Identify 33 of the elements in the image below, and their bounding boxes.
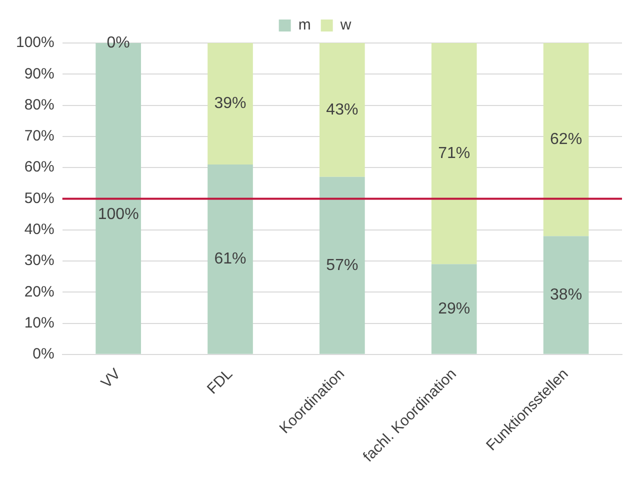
bar	[320, 43, 365, 177]
bar	[431, 43, 477, 264]
y-tick-label: 90%	[24, 65, 54, 82]
bar	[543, 236, 589, 354]
data-label: 43%	[326, 101, 358, 118]
data-label: 0%	[106, 34, 130, 52]
data-label: 38%	[550, 286, 582, 304]
data-label: 100%	[98, 206, 139, 224]
data-label: 57%	[326, 256, 358, 274]
data-label: 39%	[214, 95, 246, 112]
bar	[431, 264, 477, 354]
y-tick-label: 80%	[24, 96, 54, 114]
y-tick-label: 60%	[24, 158, 54, 176]
bar	[208, 43, 253, 164]
bar	[543, 43, 589, 236]
y-tick-label: 30%	[24, 252, 54, 270]
y-tick-label: 0%	[32, 346, 54, 363]
x-tick-label: FDL	[204, 366, 236, 398]
y-tick-label: 20%	[24, 283, 54, 300]
y-tick-label: 10%	[24, 314, 54, 332]
legend-label: m	[298, 16, 311, 34]
y-tick-label: 100%	[16, 34, 54, 52]
y-tick-label: 40%	[24, 220, 54, 238]
bar	[320, 176, 365, 354]
data-label: 62%	[550, 130, 582, 148]
data-label: 61%	[214, 250, 246, 268]
legend-label: w	[339, 16, 352, 34]
y-tick-label: 70%	[24, 128, 54, 145]
x-tick-label: VV	[98, 366, 124, 392]
data-label: 29%	[438, 300, 470, 318]
y-tick-label: 50%	[24, 190, 54, 207]
data-label: 71%	[438, 144, 470, 162]
bar	[208, 164, 253, 354]
